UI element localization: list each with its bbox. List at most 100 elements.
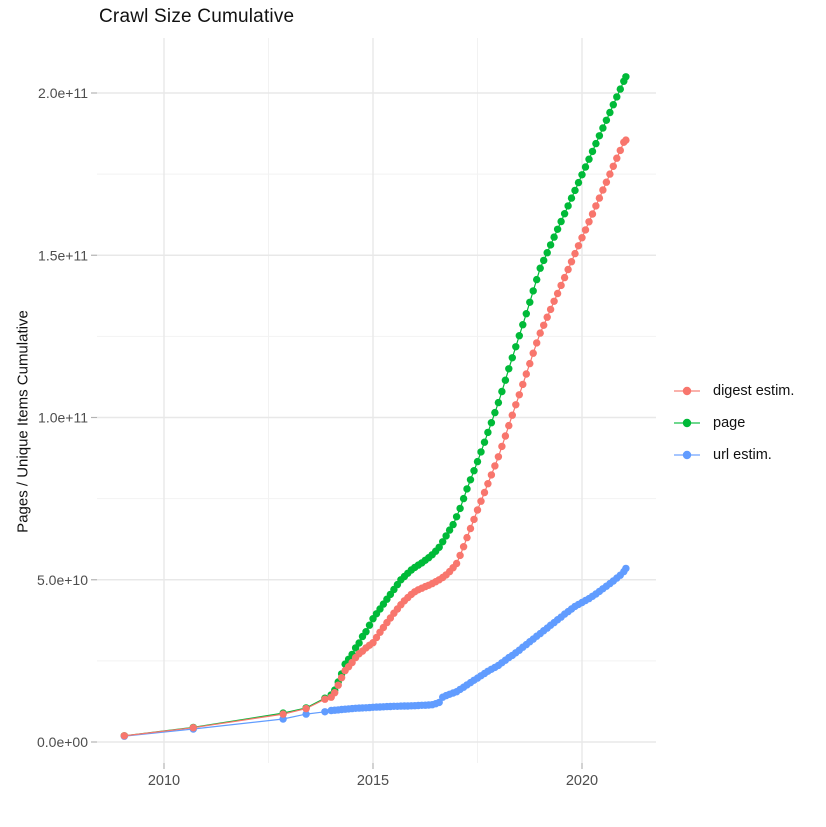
series-point-digest-estim- (553, 289, 562, 298)
y-tick-label: 0.0e+00 (37, 734, 88, 750)
series-point-digest-estim- (546, 305, 555, 314)
series-point-digest-estim- (487, 471, 496, 479)
series-point-digest-estim- (550, 297, 558, 305)
series-point-digest-estim- (369, 639, 377, 647)
series-point-digest-estim- (599, 186, 607, 194)
series-point-page (567, 194, 576, 202)
series-point-digest-estim- (501, 432, 510, 440)
series-point-page (365, 621, 374, 629)
series-point-page (553, 225, 562, 233)
series-point-digest-estim- (581, 226, 590, 234)
x-tick-label: 2015 (357, 773, 389, 789)
series-point-page (452, 513, 461, 521)
series-point-digest-estim- (564, 265, 572, 274)
series-point-digest-estim- (578, 234, 586, 242)
series-point-page (602, 116, 611, 125)
series-point-page (560, 210, 569, 218)
series-point-digest-estim- (334, 681, 342, 689)
series-point-page (512, 343, 520, 351)
series-point-digest-estim- (602, 178, 611, 186)
series-point-page (533, 275, 541, 284)
series-point-page (480, 438, 489, 446)
series-point-page (613, 93, 621, 101)
y-tick-label: 2.0e+11 (38, 85, 88, 101)
series-point-digest-estim- (498, 442, 506, 451)
series-point-page (606, 108, 614, 117)
legend-entry: page (672, 413, 794, 432)
series-point-page (540, 256, 548, 265)
series-point-url-estim- (435, 698, 443, 707)
series-point-page (505, 365, 513, 373)
series-point-page (459, 494, 468, 503)
series-point-digest-estim- (592, 202, 600, 210)
series-point-digest-estim- (279, 710, 287, 718)
series-point-digest-estim- (529, 349, 537, 357)
series-point-page (557, 217, 565, 226)
series-point-digest-estim- (477, 497, 485, 505)
series-point-page (456, 504, 464, 513)
series-point-page (585, 155, 593, 163)
series-point-digest-estim- (452, 559, 461, 568)
legend-label: url estim. (713, 446, 772, 463)
series-point-digest-estim- (543, 313, 551, 321)
series-point-digest-estim- (473, 506, 482, 514)
series-point-digest-estim- (337, 674, 346, 682)
series-point-page (501, 376, 510, 384)
y-tick-label: 1.5e+11 (38, 247, 88, 263)
series-point-digest-estim- (491, 462, 499, 470)
series-point-page (564, 202, 572, 210)
series-point-digest-estim- (515, 391, 523, 399)
series-point-digest-estim- (609, 162, 617, 170)
series-point-digest-estim- (567, 258, 576, 266)
series-point-digest-estim- (560, 273, 569, 282)
series-point-page (449, 520, 457, 529)
series-point-page (536, 264, 544, 272)
series-point-digest-estim- (571, 249, 579, 258)
y-tick-label: 5.0e+10 (37, 572, 88, 588)
chart-title: Crawl Size Cumulative (99, 6, 295, 27)
legend-key-icon (674, 418, 700, 427)
series-point-digest-estim- (533, 339, 541, 347)
series-point-digest-estim- (588, 210, 597, 218)
series-point-url-estim- (321, 708, 329, 716)
series-point-page (616, 85, 624, 93)
legend: digest estim. page url estim. (672, 381, 794, 464)
series-point-page (529, 287, 537, 295)
series-point-digest-estim- (613, 154, 621, 162)
series-line-digest-estim- (124, 139, 627, 737)
series-point-page (522, 310, 530, 318)
series-point-page (599, 124, 607, 132)
series-point-page (470, 467, 478, 475)
legend-label: page (713, 414, 746, 431)
series-point-digest-estim- (606, 170, 614, 178)
series-point-digest-estim- (463, 533, 471, 542)
series-point-digest-estim- (508, 411, 516, 419)
series-point-page (498, 387, 506, 396)
series-point-page (494, 398, 503, 407)
series-point-digest-estim- (470, 515, 478, 524)
series-point-page (550, 233, 558, 241)
series-point-page (355, 639, 363, 647)
series-point-page (571, 186, 579, 195)
series-point-digest-estim- (459, 543, 468, 551)
series-point-page (574, 178, 583, 187)
series-point-page (466, 476, 475, 484)
series-point-url-estim- (622, 564, 630, 573)
series-point-page (491, 408, 499, 417)
series-point-page (578, 171, 586, 179)
series-point-digest-estim- (494, 453, 503, 461)
series-point-digest-estim- (540, 321, 548, 329)
legend-label: digest estim. (713, 382, 795, 399)
series-point-digest-estim- (331, 689, 339, 697)
series-point-page (439, 538, 447, 546)
series-point-digest-estim- (302, 704, 310, 713)
series-point-digest-estim- (526, 359, 534, 368)
series-point-page (463, 485, 471, 493)
series-point-digest-estim- (522, 370, 530, 378)
series-point-page (435, 543, 443, 551)
legend-key-icon (674, 386, 700, 395)
series-point-digest-estim- (616, 146, 624, 155)
series-point-digest-estim- (484, 480, 492, 488)
